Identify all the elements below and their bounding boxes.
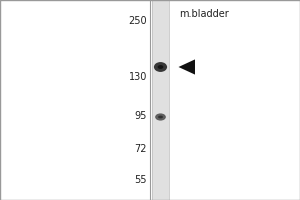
Text: m.bladder: m.bladder xyxy=(179,9,229,19)
Polygon shape xyxy=(178,59,195,75)
Text: 55: 55 xyxy=(134,175,147,185)
Ellipse shape xyxy=(158,116,163,118)
Ellipse shape xyxy=(158,65,164,69)
Text: 250: 250 xyxy=(128,16,147,26)
Ellipse shape xyxy=(155,113,166,121)
Bar xyxy=(152,0,169,200)
Ellipse shape xyxy=(154,62,167,72)
Text: 72: 72 xyxy=(134,144,147,154)
Text: 130: 130 xyxy=(129,72,147,82)
Text: 95: 95 xyxy=(135,111,147,121)
